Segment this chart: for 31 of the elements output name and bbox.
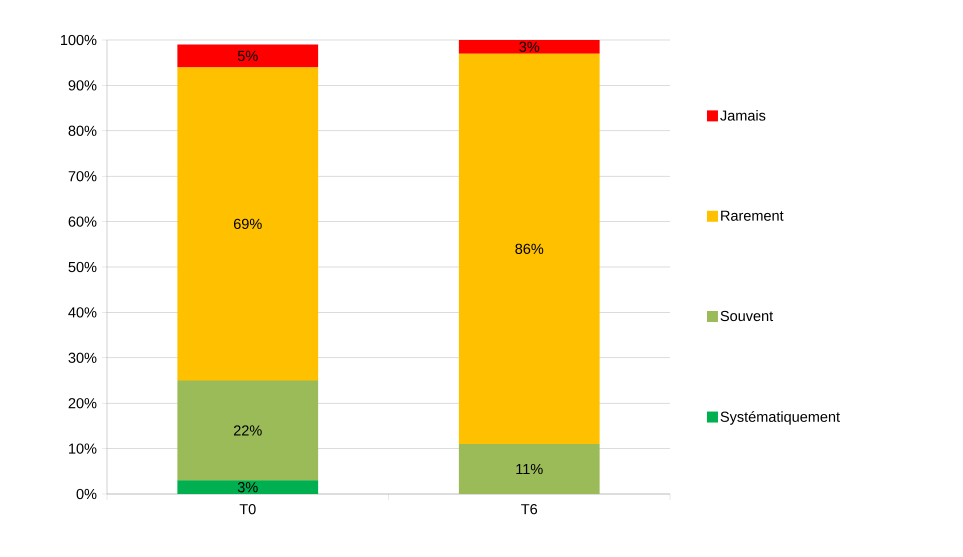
y-tick-label: 50% (68, 262, 96, 272)
y-tick-label: 0% (76, 488, 96, 500)
y-tick-label: 90% (68, 80, 96, 91)
y-tick-label: 20% (68, 398, 96, 408)
y-tick-label: 30% (68, 352, 96, 363)
legend-label: Souvent (720, 310, 774, 322)
y-tick-label: 60% (68, 216, 96, 227)
data-label: 69% (234, 218, 262, 229)
x-tick-label: T0 (240, 504, 256, 514)
data-label: 11% (516, 464, 543, 474)
legend-label: Rarement (721, 210, 784, 221)
bar (458, 54, 600, 444)
legend-label: Systématiquement (720, 411, 840, 425)
y-tick-label: 40% (68, 307, 96, 318)
bar (458, 40, 600, 54)
y-tick-label: 10% (69, 443, 96, 454)
data-label: 3% (238, 482, 258, 492)
x-tick-label: T6 (521, 504, 538, 514)
data-label: 86% (515, 244, 544, 254)
legend-label: Jamais (720, 110, 766, 121)
y-tick-label: 80% (68, 126, 96, 136)
y-tick-label: 70% (68, 171, 96, 182)
data-label: 3% (519, 42, 540, 52)
y-tick-label: 100% (60, 34, 96, 46)
bar (177, 67, 318, 380)
bar (177, 480, 318, 494)
bar (458, 444, 600, 494)
data-label: 22% (234, 425, 262, 436)
bar (177, 44, 318, 68)
bar (177, 380, 318, 480)
data-label: 5% (238, 50, 258, 61)
